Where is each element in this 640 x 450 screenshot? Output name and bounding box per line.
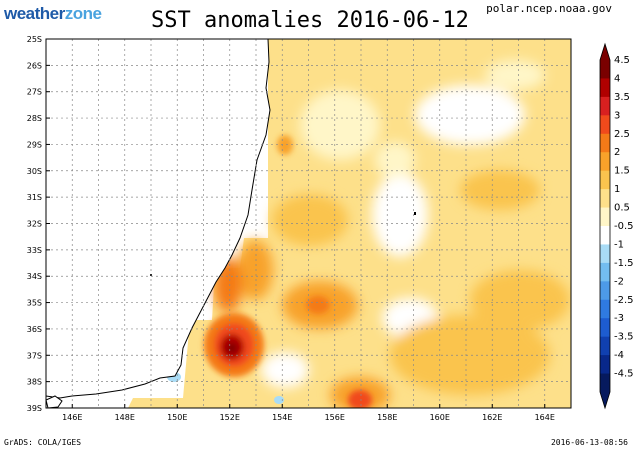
colorbar-labels: 4.5 4 3.5 3 2.5 2 1.5 1 0.5 -0.5 -1 -1.5 -2 -2.5 -3 -3.… bbox=[614, 55, 634, 380]
lon-label: 162E bbox=[482, 413, 502, 422]
colorbar-segment bbox=[600, 244, 610, 264]
tasmania bbox=[46, 395, 63, 408]
lat-label: 27S bbox=[27, 88, 42, 97]
colorbar bbox=[599, 42, 611, 410]
lon-label: 148E bbox=[115, 413, 135, 422]
lon-label: 160E bbox=[430, 413, 450, 422]
colorbar-tick-label: 4.5 bbox=[614, 55, 630, 66]
colorbar-tick-label: -3 bbox=[614, 313, 624, 324]
colorbar-segment bbox=[600, 96, 610, 116]
colorbar-segment bbox=[600, 262, 610, 282]
lon-label: 158E bbox=[377, 413, 397, 422]
lat-label: 35S bbox=[27, 299, 42, 308]
lat-label: 36S bbox=[27, 325, 42, 334]
colorbar-segment bbox=[600, 355, 610, 375]
logo-weather: weather bbox=[4, 4, 65, 23]
colorbar-tick-label: -2 bbox=[614, 276, 624, 287]
colorbar-segment bbox=[600, 133, 610, 153]
sst-field bbox=[46, 39, 571, 408]
colorbar-segment bbox=[600, 78, 610, 98]
colorbar-tick-label: -1 bbox=[614, 239, 624, 250]
weatherzone-logo[interactable]: weatherzone bbox=[4, 4, 102, 24]
lon-label: 146E bbox=[62, 413, 82, 422]
latitude-labels: 25S 26S 27S 28S 29S 30S 31S 32S 33S 34S 35S 36S 37S 3… bbox=[27, 35, 50, 413]
lon-label: 154E bbox=[272, 413, 292, 422]
lat-label: 32S bbox=[27, 220, 42, 229]
colorbar-tick-label: 1 bbox=[614, 184, 620, 195]
grid-lines bbox=[46, 39, 571, 408]
coastline bbox=[46, 39, 271, 399]
colorbar-tick-label: 2 bbox=[614, 147, 620, 158]
lat-label: 31S bbox=[27, 193, 42, 202]
lord-howe-island bbox=[414, 212, 416, 215]
colorbar-tick-label: -4 bbox=[614, 350, 624, 361]
colorbar-tick-label: -4.5 bbox=[614, 369, 634, 380]
grads-credit: GrADS: COLA/IGES bbox=[4, 438, 82, 447]
lat-label: 28S bbox=[27, 114, 42, 123]
colorbar-tick-label: 4 bbox=[614, 73, 620, 84]
lat-label: 34S bbox=[27, 272, 42, 281]
australia-land bbox=[46, 39, 270, 398]
colorbar-segment bbox=[600, 336, 610, 356]
longitude-labels: 146E 148E 150E 152E 154E 156E 158E 160E 162E 164E bbox=[62, 404, 555, 422]
colorbar-tick-label: 3.5 bbox=[614, 92, 630, 103]
lat-label: 25S bbox=[27, 35, 42, 44]
colorbar-segment bbox=[600, 207, 610, 227]
colorbar-tick-label: 2.5 bbox=[614, 129, 630, 140]
colorbar-segment bbox=[600, 373, 610, 393]
colorbar-tick-label: 0.5 bbox=[614, 203, 630, 214]
data-source: polar.ncep.noaa.gov bbox=[486, 2, 612, 15]
lat-label: 33S bbox=[27, 246, 42, 255]
colorbar-segment bbox=[600, 60, 610, 79]
lat-label: 37S bbox=[27, 351, 42, 360]
colorbar-tick-label: 1.5 bbox=[614, 166, 630, 177]
lat-label: 38S bbox=[27, 378, 42, 387]
colorbar-segment bbox=[600, 152, 610, 172]
colorbar-min-arrow bbox=[600, 392, 610, 408]
lon-label: 156E bbox=[325, 413, 345, 422]
colorbar-segment bbox=[600, 115, 610, 135]
lon-label: 152E bbox=[220, 413, 240, 422]
colorbar-tick-label: -2.5 bbox=[614, 295, 634, 306]
colorbar-max-arrow bbox=[600, 44, 610, 60]
colorbar-segment bbox=[600, 170, 610, 190]
colorbar-segment bbox=[600, 318, 610, 338]
lon-label: 150E bbox=[167, 413, 187, 422]
colorbar-segment bbox=[600, 281, 610, 301]
logo-zone: zone bbox=[64, 4, 102, 23]
lat-label: 26S bbox=[27, 61, 42, 70]
map-title: SST anomalies 2016-06-12 bbox=[151, 8, 469, 33]
timestamp: 2016-06-13-08:56 bbox=[550, 438, 628, 447]
lat-label: 39S bbox=[27, 404, 42, 413]
colorbar-segment bbox=[600, 189, 610, 209]
lon-label: 164E bbox=[535, 413, 555, 422]
colorbar-outline bbox=[599, 42, 611, 410]
lat-label: 29S bbox=[27, 140, 42, 149]
colorbar-tick-label: -0.5 bbox=[614, 221, 634, 232]
colorbar-tick-label: -1.5 bbox=[614, 258, 634, 269]
colorbar-segment bbox=[600, 226, 610, 245]
colorbar-tick-label: -3.5 bbox=[614, 332, 634, 343]
colorbar-segment bbox=[600, 299, 610, 319]
lat-label: 30S bbox=[27, 167, 42, 176]
colorbar-tick-label: 3 bbox=[614, 110, 620, 121]
